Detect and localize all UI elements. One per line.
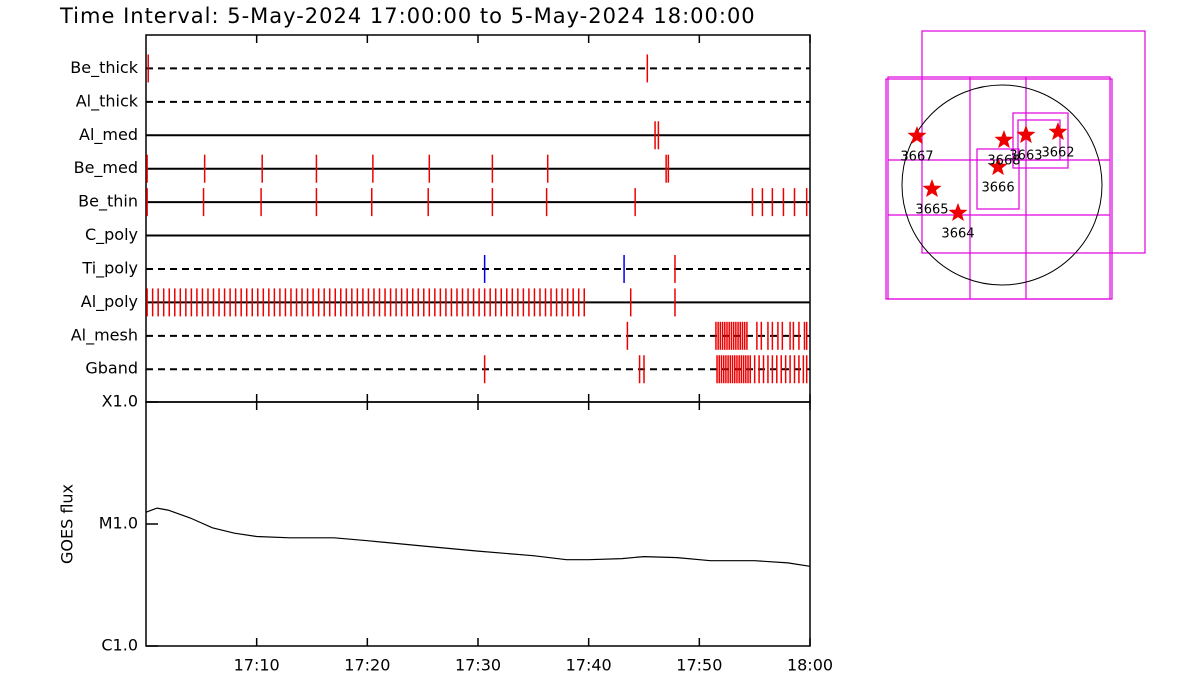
row-label: Gband xyxy=(85,359,138,378)
fov-box xyxy=(1012,112,1069,169)
solar-limb xyxy=(901,84,1103,286)
region-label: 3663 xyxy=(1009,149,1042,164)
region-label: 3667 xyxy=(900,149,933,164)
panel-frame xyxy=(145,401,811,647)
row-label: Al_poly xyxy=(81,292,138,312)
x-tick-label: 17:50 xyxy=(676,656,722,675)
region-label: 3666 xyxy=(982,180,1015,195)
region-label: 3668 xyxy=(987,154,1020,169)
row-label: Al_med xyxy=(79,125,138,145)
region-label: 3664 xyxy=(941,226,974,241)
active-region xyxy=(907,126,927,145)
active-region xyxy=(1048,122,1068,141)
active-region xyxy=(948,202,968,221)
active-region xyxy=(988,157,1008,176)
y-tick-label: C1.0 xyxy=(101,636,138,655)
row-label: Ti_poly xyxy=(81,258,138,278)
row-label: C_poly xyxy=(85,225,138,245)
fov-box xyxy=(885,78,1113,300)
row-label: Be_thin xyxy=(78,192,138,212)
panel-frame xyxy=(145,34,811,403)
x-tick-label: 17:30 xyxy=(455,656,501,675)
y-tick-label: X1.0 xyxy=(102,392,138,411)
y-axis-label: GOES flux xyxy=(58,484,77,564)
x-tick-label: 17:20 xyxy=(344,656,390,675)
x-tick-label: 17:10 xyxy=(234,656,280,675)
x-tick-label: 18:00 xyxy=(787,656,833,675)
y-tick-label: M1.0 xyxy=(99,514,138,533)
row-label: Be_med xyxy=(74,158,138,178)
x-tick-label: 17:40 xyxy=(566,656,612,675)
fov-box xyxy=(1017,119,1061,161)
region-label: 3662 xyxy=(1041,145,1074,160)
row-label: Be_thick xyxy=(70,58,138,78)
fov-boxes xyxy=(885,30,1146,300)
active-region xyxy=(922,179,942,197)
fov-box xyxy=(976,148,1020,210)
active-region xyxy=(1016,125,1036,144)
row-label: Al_thick xyxy=(76,91,139,111)
row-label: Al_mesh xyxy=(71,325,138,345)
goes-curve xyxy=(145,507,811,567)
chart-title: Time Interval: 5-May-2024 17:00:00 to 5-… xyxy=(59,4,756,28)
active-region xyxy=(994,130,1014,149)
region-label: 3665 xyxy=(915,202,948,217)
